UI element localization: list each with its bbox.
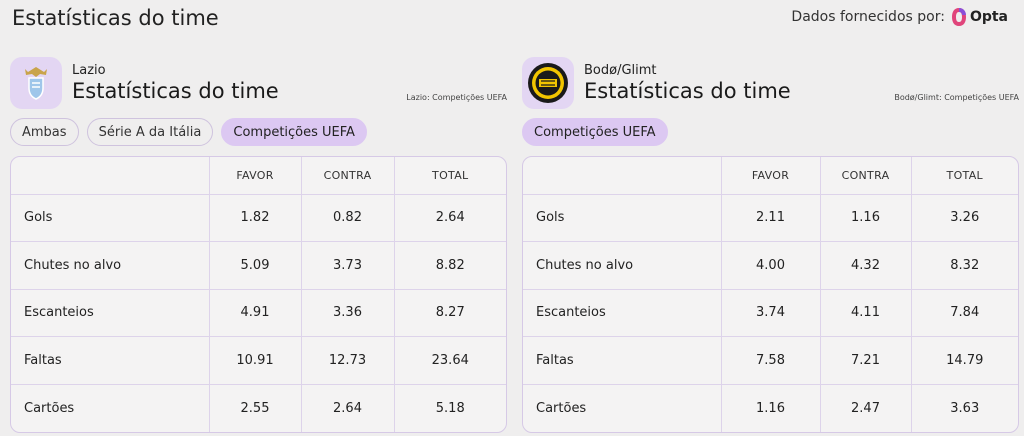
cell-contra: 1.16: [819, 194, 911, 242]
team-header: Lazio Estatísticas do time Lazio: Compet…: [10, 57, 507, 112]
column-header-total: TOTAL: [393, 157, 506, 195]
provider-name: Opta: [969, 9, 1008, 25]
cell-favor: 2.11: [720, 194, 820, 242]
team-name: Lazio: [72, 63, 106, 78]
cell-total: 8.27: [393, 289, 506, 337]
stats-table-container: FAVOR CONTRA TOTAL Gols 2.11 1.16 3.26 C…: [522, 156, 1019, 433]
filter-chip-ambas[interactable]: Ambas: [10, 118, 79, 146]
team-competition-note: Lazio: Competições UEFA: [406, 93, 507, 102]
cell-contra: 2.64: [300, 384, 394, 432]
filter-chip-uefa[interactable]: Competições UEFA: [221, 118, 367, 146]
table-header-row: FAVOR CONTRA TOTAL: [11, 157, 506, 195]
data-provider: Dados fornecidos por: Opta: [791, 7, 1008, 27]
cell-contra: 3.36: [300, 289, 394, 337]
cell-favor: 3.74: [720, 289, 820, 337]
column-header-stat: [523, 157, 721, 195]
team-stats-title: Estatísticas do time: [584, 79, 791, 103]
cell-favor: 10.91: [208, 336, 301, 385]
stats-table: FAVOR CONTRA TOTAL Gols 2.11 1.16 3.26 C…: [523, 157, 1018, 432]
lazio-crest-icon: [25, 67, 47, 100]
cell-total: 3.63: [910, 384, 1018, 432]
opta-logo[interactable]: Opta: [951, 7, 1008, 27]
page-title: Estatísticas do time: [12, 6, 219, 30]
table-row: Cartões 2.55 2.64 5.18: [11, 384, 506, 432]
team-header: Bodø/Glimt Estatísticas do time Bodø/Gli…: [522, 57, 1019, 112]
filter-chips: Ambas Série A da Itália Competições UEFA: [10, 118, 507, 146]
table-row: Chutes no alvo 4.00 4.32 8.32: [523, 241, 1018, 290]
team-panel-bodo-glimt: Bodø/Glimt Estatísticas do time Bodø/Gli…: [522, 57, 1019, 433]
provider-label: Dados fornecidos por:: [791, 9, 945, 25]
cell-favor: 4.00: [720, 241, 820, 290]
row-label: Escanteios: [11, 289, 209, 337]
row-label: Cartões: [24, 400, 75, 416]
filter-chip-serie-a[interactable]: Série A da Itália: [86, 118, 214, 146]
cell-favor: 4.91: [208, 289, 301, 337]
cell-contra: 4.32: [819, 241, 911, 290]
team-competition-note: Bodø/Glimt: Competições UEFA: [894, 93, 1019, 102]
row-label: Faltas: [11, 336, 209, 385]
row-label: Gols: [11, 194, 209, 242]
cell-contra: 2.47: [819, 384, 911, 432]
row-label: Faltas: [523, 336, 721, 385]
cell-contra: 3.73: [300, 241, 394, 290]
column-header-contra: CONTRA: [819, 157, 911, 195]
table-row: Escanteios 4.91 3.36 8.27: [11, 289, 506, 337]
cell-total: 3.26: [910, 194, 1018, 242]
team-stats-title: Estatísticas do time: [72, 79, 279, 103]
stats-table: FAVOR CONTRA TOTAL Gols 1.82 0.82 2.64 C…: [11, 157, 506, 432]
row-label: Gols: [523, 194, 721, 242]
cell-favor: 1.82: [208, 194, 301, 242]
cell-total: 23.64: [393, 336, 506, 385]
cell-total: 2.64: [393, 194, 506, 242]
cell-total: 14.79: [910, 336, 1018, 385]
cell-favor: 5.09: [208, 241, 301, 290]
filter-chip-uefa[interactable]: Competições UEFA: [522, 118, 668, 146]
cell-total: 8.32: [910, 241, 1018, 290]
bodo-glimt-crest-icon: [528, 63, 568, 103]
team-crest: [10, 57, 62, 109]
column-header-favor: FAVOR: [720, 157, 820, 195]
opta-logo-icon: [951, 8, 966, 26]
cell-favor: 7.58: [720, 336, 820, 385]
cell-favor: 1.16: [720, 384, 820, 432]
cell-contra: 0.82: [300, 194, 394, 242]
table-row: Cartões 1.16 2.47 3.63: [523, 384, 1018, 432]
row-label: Chutes no alvo: [523, 241, 721, 290]
filter-chips: Competições UEFA: [522, 118, 1019, 146]
cell-total: 5.18: [393, 384, 506, 432]
team-panel-lazio: Lazio Estatísticas do time Lazio: Compet…: [10, 57, 507, 433]
table-row: Faltas 10.91 12.73 23.64: [11, 336, 506, 385]
row-label: Escanteios: [523, 289, 721, 337]
column-header-contra: CONTRA: [300, 157, 394, 195]
cell-contra: 7.21: [819, 336, 911, 385]
column-header-stat: [11, 157, 209, 195]
table-row: Gols 1.82 0.82 2.64: [11, 194, 506, 242]
cell-total: 8.82: [393, 241, 506, 290]
stats-table-container: FAVOR CONTRA TOTAL Gols 1.82 0.82 2.64 C…: [10, 156, 507, 433]
column-header-favor: FAVOR: [208, 157, 301, 195]
table-row: Gols 2.11 1.16 3.26: [523, 194, 1018, 242]
table-row: Faltas 7.58 7.21 14.79: [523, 336, 1018, 385]
cell-contra: 12.73: [300, 336, 394, 385]
team-crest: [522, 57, 574, 109]
table-header-row: FAVOR CONTRA TOTAL: [523, 157, 1018, 195]
cell-favor: 2.55: [208, 384, 301, 432]
table-row: Chutes no alvo 5.09 3.73 8.82: [11, 241, 506, 290]
table-row: Escanteios 3.74 4.11 7.84: [523, 289, 1018, 337]
column-header-total: TOTAL: [910, 157, 1018, 195]
row-label: Cartões: [536, 400, 587, 416]
team-name: Bodø/Glimt: [584, 63, 657, 78]
cell-contra: 4.11: [819, 289, 911, 337]
row-label: Chutes no alvo: [11, 241, 209, 290]
cell-total: 7.84: [910, 289, 1018, 337]
